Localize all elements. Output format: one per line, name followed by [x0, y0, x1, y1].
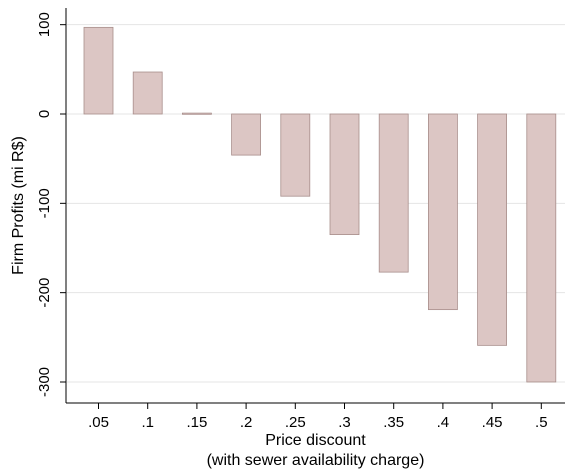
x-tick-label: .4 — [437, 414, 450, 431]
y-tick-label: -300 — [36, 367, 53, 397]
bar-.25 — [280, 113, 311, 197]
bar-.05 — [83, 26, 114, 115]
y-axis-title: Firm Profits (mi R$) — [10, 136, 27, 275]
bar-.1 — [132, 71, 163, 115]
x-tick-label: .05 — [88, 414, 109, 431]
y-axis-ticks: 100 0 -100 -200 -300 — [36, 12, 66, 397]
bar-.5 — [526, 113, 557, 383]
bar-.4 — [427, 113, 458, 311]
x-tick-label: .5 — [535, 414, 548, 431]
y-tick-label: 0 — [36, 110, 53, 118]
y-tick-label: 100 — [36, 12, 53, 37]
bar-.2 — [231, 113, 262, 156]
y-tick-label: -100 — [36, 188, 53, 218]
x-axis-title-line-1: Price discount — [265, 432, 366, 449]
x-axis-ticks: .05 .1 .15 .2 .25 .3 .35 .4 .45 .5 — [88, 403, 548, 431]
x-tick-label: .35 — [383, 414, 404, 431]
bar-.45 — [477, 113, 508, 346]
bar-.15 — [181, 112, 212, 115]
y-tick-label: -200 — [36, 278, 53, 308]
x-tick-label: .3 — [338, 414, 351, 431]
x-tick-label: .25 — [285, 414, 306, 431]
x-tick-label: .2 — [240, 414, 253, 431]
bar-.35 — [378, 113, 409, 273]
bar-.3 — [329, 113, 360, 235]
x-tick-label: .45 — [482, 414, 503, 431]
x-tick-label: .15 — [186, 414, 207, 431]
x-tick-label: .1 — [141, 414, 154, 431]
bars — [83, 26, 557, 383]
x-axis-title-line-2: (with sewer availability charge) — [207, 452, 425, 469]
